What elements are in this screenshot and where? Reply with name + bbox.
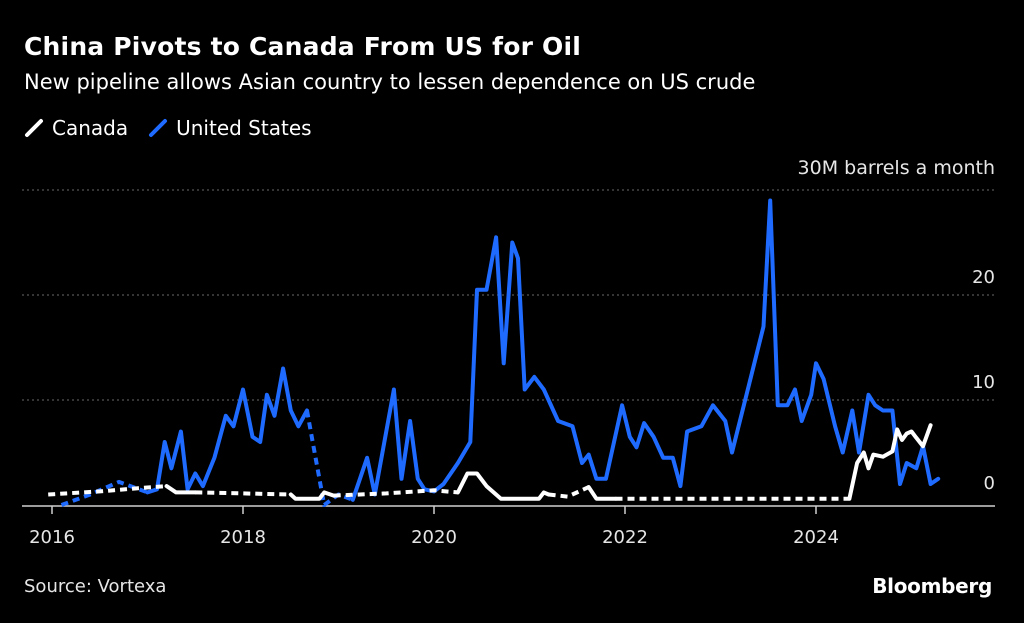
- y-tick-label: 0: [984, 473, 995, 494]
- legend: Canada United States: [24, 116, 332, 140]
- series-united-states: [60, 198, 941, 507]
- series-line-segment: [455, 471, 551, 501]
- series-line-dashed-segment: [48, 484, 167, 497]
- legend-swatch-canada-icon: [25, 119, 43, 137]
- chart-subtitle: New pipeline allows Asian country to les…: [24, 70, 756, 94]
- chart-title: China Pivots to Canada From US for Oil: [24, 32, 581, 61]
- series-line-dashed-segment: [195, 490, 291, 497]
- bloomberg-logo: Bloomberg: [872, 574, 992, 598]
- legend-label-canada: Canada: [52, 116, 129, 140]
- series-line-dashed-segment: [305, 410, 354, 507]
- legend-item-united-states: United States: [148, 116, 312, 140]
- y-axis-tick-labels: 0 10 20: [972, 267, 995, 494]
- series-line-dashed-segment: [333, 488, 459, 498]
- series-canada: [48, 423, 933, 501]
- series-line-segment: [350, 198, 941, 502]
- series-lines: [48, 198, 941, 507]
- series-line-segment: [847, 423, 933, 501]
- series-line-segment: [164, 484, 198, 495]
- x-tick-label: 2020: [411, 527, 457, 548]
- series-line-segment: [586, 485, 618, 501]
- x-tick-label: 2022: [602, 527, 648, 548]
- legend-label-united-states: United States: [176, 116, 312, 140]
- source-note: Source: Vortexa: [24, 576, 167, 597]
- series-line-segment: [145, 366, 309, 495]
- legend-swatch-united-states-icon: [149, 119, 168, 137]
- legend-item-canada: Canada: [24, 116, 128, 140]
- x-axis: 2016 2018 2020 2022 2024: [29, 506, 839, 548]
- series-line-segment: [288, 490, 336, 501]
- y-tick-label: 20: [972, 267, 995, 288]
- x-tick-label: 2024: [793, 527, 839, 548]
- y-axis-unit-label: 30M barrels a month: [798, 157, 995, 179]
- series-line-dashed-segment: [548, 485, 590, 499]
- y-tick-label: 10: [972, 372, 995, 393]
- x-tick-label: 2018: [220, 527, 266, 548]
- x-tick-label: 2016: [29, 527, 75, 548]
